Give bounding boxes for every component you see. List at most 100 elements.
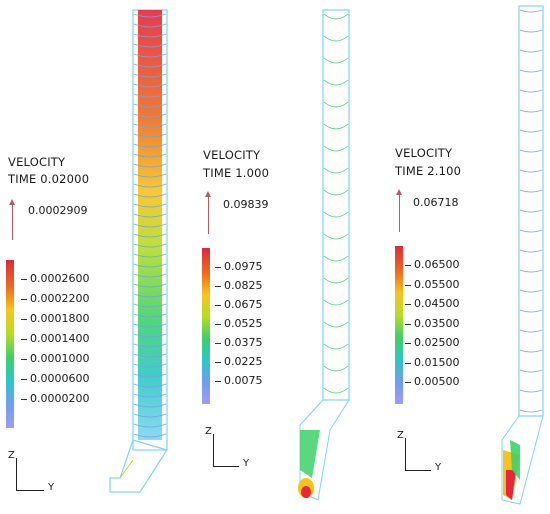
axis-label-y: Y — [243, 458, 250, 469]
velocity-profile-arc — [133, 153, 167, 158]
velocity-profile-arc — [133, 293, 167, 298]
velocity-profile-arc — [519, 409, 543, 413]
axis-triad: Z Y — [8, 450, 58, 495]
color-scale-tick: 0.06500 — [405, 258, 460, 278]
color-scale-tick: 0.0002600 — [21, 272, 90, 292]
color-scale-tick: 0.0001400 — [21, 332, 90, 352]
velocity-profile-arc — [323, 57, 349, 64]
velocity-profile-arc — [133, 163, 167, 168]
legend-title-velocity: VELOCITY — [8, 155, 66, 169]
velocity-profile-arc — [133, 23, 167, 28]
velocity-profile-arc — [519, 289, 543, 293]
velocity-profile-arc — [519, 269, 543, 273]
color-scale-tick: 0.0675 — [215, 298, 263, 317]
channel-1 — [109, 9, 168, 493]
velocity-profile-arc — [323, 321, 349, 328]
velocity-profile-arc — [133, 13, 167, 18]
velocity-profile-arc — [323, 189, 349, 196]
velocity-profile-arc — [323, 365, 349, 372]
velocity-profile-arc — [323, 13, 349, 20]
color-scale-tick: 0.0002200 — [21, 292, 90, 312]
velocity-profile-arc — [519, 209, 543, 213]
velocity-profile-arc — [133, 253, 167, 258]
legend-title-time: TIME 1.000 — [203, 166, 270, 180]
axis-triad: Z Y — [205, 426, 255, 471]
reference-vector-arrow — [9, 199, 15, 240]
reference-vector-value: 0.09839 — [223, 198, 269, 211]
color-scale-tick: 0.0375 — [215, 336, 263, 355]
velocity-profile-arc — [133, 413, 167, 418]
velocity-profile-arc — [133, 263, 167, 268]
velocity-profile-arc — [133, 193, 167, 198]
velocity-profile-arc — [133, 383, 167, 388]
velocity-profile-arc — [519, 189, 543, 193]
velocity-profile-arc — [323, 211, 349, 218]
velocity-profile-arc — [519, 389, 543, 393]
velocity-profile-arc — [519, 29, 543, 33]
color-scale-tick: 0.0000600 — [21, 372, 90, 392]
axis-label-z: Z — [8, 450, 15, 461]
reference-vector-value: 0.06718 — [413, 196, 459, 209]
velocity-profile-arc — [133, 333, 167, 338]
velocity-profile-arc — [133, 233, 167, 238]
channel-2-vectors — [323, 13, 349, 394]
velocity-profile-arc — [519, 129, 543, 133]
velocity-profile-arc — [133, 83, 167, 88]
color-scale-tick: 0.03500 — [405, 317, 460, 337]
velocity-profile-arc — [133, 133, 167, 138]
color-scale-bar — [202, 248, 210, 404]
reference-vector-value: 0.0002909 — [28, 204, 88, 217]
color-scale-bar — [6, 260, 14, 428]
velocity-profile-arc — [133, 353, 167, 358]
velocity-profile-arc — [133, 183, 167, 188]
velocity-profile-arc — [519, 149, 543, 153]
velocity-profile-arc — [323, 35, 349, 42]
velocity-profile-arc — [133, 283, 167, 288]
velocity-profile-arc — [133, 33, 167, 38]
velocity-profile-arc — [133, 123, 167, 128]
color-scale-ticks: 0.0002600 0.0002200 0.0001800 0.0001400 … — [21, 272, 90, 412]
color-scale-tick: 0.04500 — [405, 297, 460, 317]
color-scale-tick: 0.0075 — [215, 374, 263, 393]
velocity-profile-arc — [133, 363, 167, 368]
velocity-profile-arc — [133, 343, 167, 348]
axis-triad: Z Y — [397, 430, 447, 475]
velocity-profile-arc — [133, 393, 167, 398]
velocity-profile-arc — [519, 309, 543, 313]
color-scale-bar — [395, 246, 403, 404]
velocity-profile-arc — [519, 89, 543, 93]
velocity-profile-arc — [323, 101, 349, 108]
color-scale-tick: 0.0525 — [215, 317, 263, 336]
velocity-profile-arc — [133, 113, 167, 118]
panel-time-1-000: VELOCITY TIME 1.000 0.09839 0.0975 0.082… — [185, 0, 375, 514]
velocity-profile-arc — [519, 69, 543, 73]
velocity-profile-arc — [519, 169, 543, 173]
panel-time-2-100: VELOCITY TIME 2.100 0.06718 0.06500 0.05… — [385, 0, 550, 514]
panel-time-0-02: VELOCITY TIME 0.02000 0.0002909 0.000260… — [0, 0, 180, 514]
velocity-profile-arc — [133, 63, 167, 68]
color-scale-ticks: 0.0975 0.0825 0.0675 0.0525 0.0375 0.022… — [215, 260, 263, 393]
velocity-profile-arc — [133, 43, 167, 48]
color-scale-tick: 0.0001000 — [21, 352, 90, 372]
velocity-profile-arc — [133, 403, 167, 408]
channel-3-vectors — [519, 9, 543, 413]
velocity-profile-arc — [323, 145, 349, 152]
velocity-profile-arc — [133, 243, 167, 248]
legend-title-time: TIME 0.02000 — [8, 172, 90, 186]
color-scale-tick: 0.02500 — [405, 336, 460, 356]
legend-title-time: TIME 2.100 — [395, 164, 462, 178]
channel-2 — [298, 9, 350, 501]
velocity-profile-arc — [323, 123, 349, 130]
velocity-profile-arc — [519, 349, 543, 353]
color-scale-tick: 0.01500 — [405, 356, 460, 376]
velocity-profile-arc — [133, 173, 167, 178]
color-scale-tick: 0.0825 — [215, 279, 263, 298]
color-scale-tick: 0.0975 — [215, 260, 263, 279]
legend-title-velocity: VELOCITY — [395, 146, 453, 160]
legend-title-velocity: VELOCITY — [203, 148, 261, 162]
channel-3 — [501, 5, 544, 505]
color-scale-ticks: 0.06500 0.05500 0.04500 0.03500 0.02500 … — [405, 258, 460, 395]
velocity-profile-arc — [519, 229, 543, 233]
velocity-profile-arc — [133, 423, 167, 428]
